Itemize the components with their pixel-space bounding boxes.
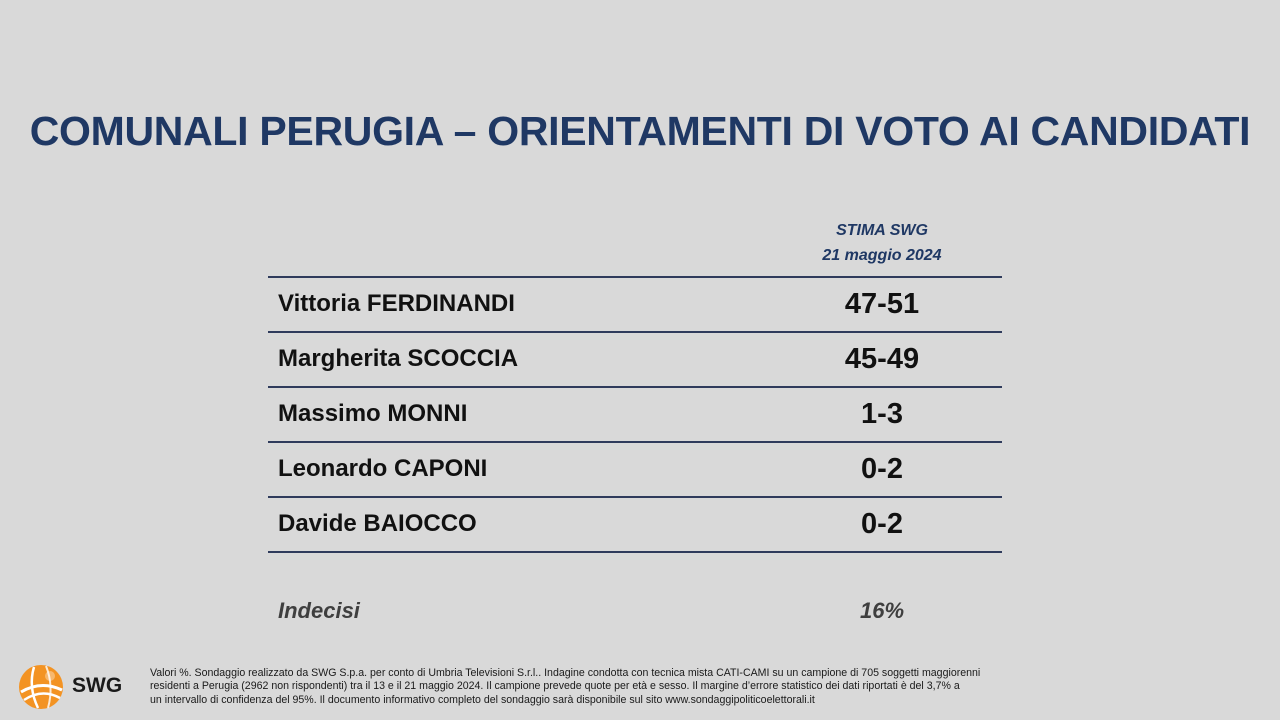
undecided-label: Indecisi (278, 598, 360, 623)
candidate-estimate: 45-49 (844, 343, 920, 375)
candidate-estimate: 47-51 (844, 288, 920, 320)
candidate-estimate: 0-2 (861, 508, 903, 540)
column-header-source: STIMA SWG (836, 222, 928, 239)
candidate-name: Massimo MONNI (278, 400, 468, 427)
table-row: Davide BAIOCCO 0-2 (268, 496, 1002, 553)
table-row: Leonardo CAPONI 0-2 (268, 441, 1002, 496)
column-header-date: 21 maggio 2024 (822, 247, 942, 264)
candidate-name: Davide BAIOCCO (278, 510, 477, 537)
footnote-line: un intervallo di confidenza del 95%. Il … (150, 693, 815, 706)
footnote-line: residenti a Perugia (2962 non rispondent… (150, 680, 960, 693)
results-table: Vittoria FERDINANDI 47-51 Margherita SCO… (268, 276, 1002, 553)
candidate-estimate: 0-2 (861, 453, 903, 485)
candidate-name: Vittoria FERDINANDI (278, 290, 515, 317)
swg-logo: SWG (16, 662, 136, 712)
table-row: Margherita SCOCCIA 45-49 (268, 331, 1002, 386)
candidate-estimate: 1-3 (861, 398, 903, 430)
column-header: STIMA SWG 21 maggio 2024 (780, 218, 984, 268)
candidate-name: Leonardo CAPONI (278, 455, 488, 482)
footnote-line: Valori %. Sondaggio realizzato da SWG S.… (150, 667, 981, 679)
swg-logo-text: SWG (72, 674, 123, 697)
methodology-footnote: Valori %. Sondaggio realizzato da SWG S.… (150, 667, 1150, 707)
undecided-value: 16% (859, 598, 905, 623)
candidate-name: Margherita SCOCCIA (278, 345, 519, 372)
table-row: Massimo MONNI 1-3 (268, 386, 1002, 441)
swg-globe-logo-icon (19, 665, 63, 709)
table-row: Vittoria FERDINANDI 47-51 (268, 276, 1002, 331)
page-title: COMUNALI PERUGIA – ORIENTAMENTI DI VOTO … (29, 108, 1251, 154)
